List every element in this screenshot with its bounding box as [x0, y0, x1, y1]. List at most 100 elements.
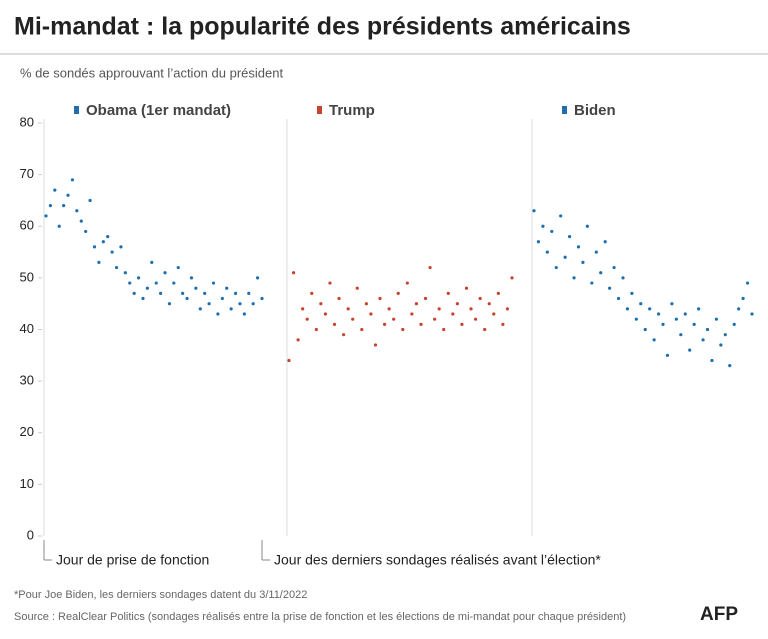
y-tick-label: 10: [20, 476, 34, 491]
dot: [741, 296, 745, 301]
dot: [639, 302, 643, 306]
dot: [97, 260, 101, 264]
dot: [559, 214, 563, 218]
dot: [119, 245, 123, 249]
dot: [648, 307, 652, 311]
dot: [387, 307, 391, 311]
dot: [701, 338, 705, 342]
dot: [167, 302, 172, 306]
dot: [314, 327, 318, 332]
dot: [414, 302, 419, 306]
dot: [172, 281, 176, 285]
dot: [410, 312, 414, 316]
dot: [599, 271, 603, 275]
dot: [532, 209, 536, 213]
dot: [373, 343, 378, 347]
dot: [554, 265, 558, 270]
dot: [714, 317, 719, 321]
dot: [369, 312, 373, 316]
dot: [572, 276, 576, 280]
dot: [48, 204, 53, 208]
dot: [473, 317, 478, 321]
dot: [630, 291, 634, 295]
legend-label: Obama (1er mandat): [86, 102, 231, 119]
dot: [469, 307, 473, 311]
dot: [287, 358, 291, 363]
dot: [679, 333, 683, 337]
dot: [697, 307, 701, 311]
dot: [123, 271, 127, 275]
dot: [185, 296, 189, 301]
y-tick-label: 60: [20, 218, 34, 233]
dot: [163, 271, 167, 275]
dot: [255, 276, 260, 280]
dot: [545, 250, 549, 254]
dot: [674, 317, 678, 321]
dot: [661, 322, 665, 326]
dot: [451, 312, 455, 316]
start-label: Jour de prise de fonction: [56, 552, 209, 568]
dot: [392, 317, 396, 321]
dot: [585, 224, 589, 228]
dot: [194, 286, 198, 290]
dot: [460, 322, 464, 326]
dot: [106, 234, 110, 239]
dot: [181, 291, 185, 295]
dot: [732, 322, 736, 326]
dot: [401, 327, 405, 332]
dot: [247, 291, 251, 295]
dot: [692, 322, 696, 326]
dot: [66, 193, 70, 197]
dot: [114, 265, 119, 270]
dot: [483, 327, 487, 332]
dot: [360, 327, 364, 332]
dot: [594, 250, 598, 254]
dot: [576, 245, 581, 249]
dot: [612, 265, 616, 270]
dot: [541, 224, 545, 228]
dot: [92, 245, 97, 249]
y-tick-label: 0: [27, 527, 34, 542]
y-tick-label: 50: [20, 269, 34, 284]
dot: [88, 198, 92, 203]
dot: [110, 250, 114, 254]
dot: [492, 312, 496, 316]
dot: [433, 317, 437, 321]
dot: [665, 353, 670, 357]
source: Source : RealClear Politics (sondages ré…: [14, 611, 626, 623]
dot: [581, 260, 585, 264]
legend-swatch: [562, 106, 567, 114]
dot: [710, 358, 714, 363]
dot: [198, 307, 202, 311]
dot: [634, 317, 638, 321]
y-tick-label: 30: [20, 373, 34, 388]
legend-label: Biden: [574, 102, 616, 119]
dot: [229, 307, 233, 311]
dot: [563, 255, 567, 259]
dot: [442, 327, 446, 332]
dot: [355, 286, 359, 290]
dot: [242, 312, 246, 316]
dot: [382, 322, 387, 326]
y-tick-label: 40: [20, 321, 34, 336]
dot: [505, 307, 510, 311]
dot: [688, 348, 692, 352]
dot: [301, 307, 305, 311]
dot: [396, 291, 400, 295]
legend-label: Trump: [329, 102, 375, 119]
dot: [310, 291, 314, 295]
dot: [496, 291, 500, 295]
dot: [351, 317, 355, 321]
footnote: *Pour Joe Biden, les derniers sondages d…: [14, 589, 307, 601]
dot: [332, 322, 337, 326]
dot: [132, 291, 136, 295]
dot: [590, 281, 594, 285]
chart-title: Mi-mandat : la popularité des présidents…: [14, 13, 631, 41]
dot: [455, 302, 459, 306]
dot: [446, 291, 450, 295]
dot: [225, 286, 229, 290]
dot: [44, 214, 48, 218]
dot: [291, 271, 296, 275]
dot: [220, 296, 224, 301]
dot: [233, 291, 238, 295]
